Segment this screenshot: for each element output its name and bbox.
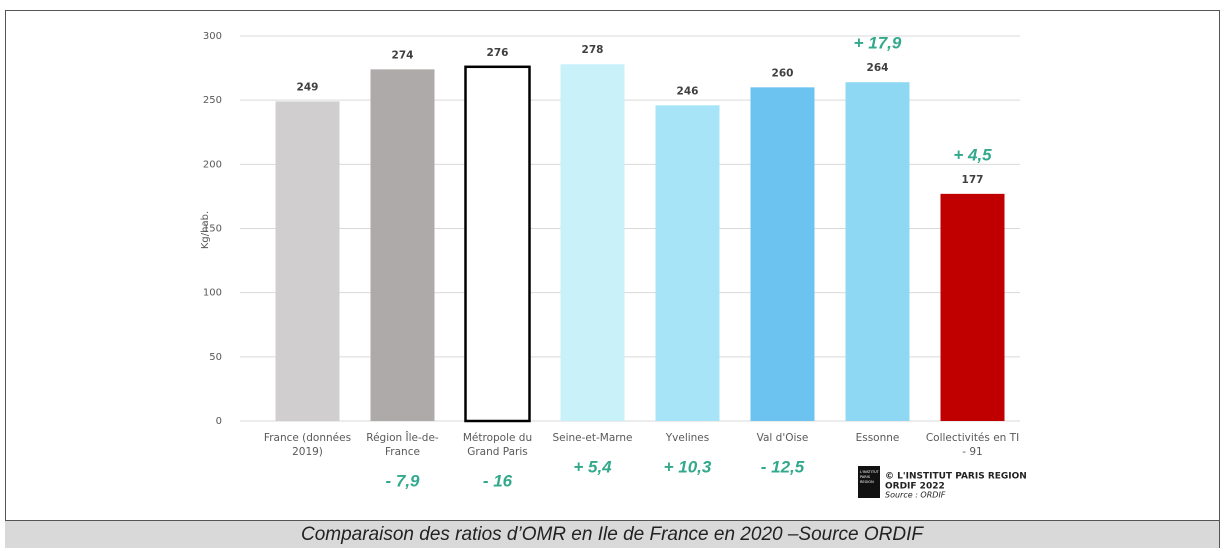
- logo-text: L'INSTITUT PARIS REGION: [860, 470, 879, 484]
- variation-label: - 16: [483, 471, 513, 490]
- bar: [560, 64, 625, 421]
- y-tick-label: 200: [203, 159, 222, 170]
- value-label: 177: [962, 174, 984, 186]
- y-axis-label: Kg/hab.: [200, 211, 211, 249]
- caption: Comparaison des ratios d’OMR en Ile de F…: [5, 520, 1219, 548]
- logo-text-box: L'INSTITUT PARIS REGION: [860, 470, 879, 484]
- value-label: 264: [867, 62, 889, 74]
- value-label: 260: [772, 67, 794, 79]
- x-tick-label: Collectivités en TI - 91: [925, 432, 1020, 458]
- bar: [845, 82, 910, 421]
- y-tick-label: 250: [203, 95, 222, 106]
- bar: [464, 65, 531, 423]
- variation-label: + 5,4: [573, 457, 612, 476]
- bar: [940, 193, 1005, 421]
- variation-label: + 17,9: [854, 34, 902, 53]
- variation-label: + 4,5: [953, 145, 992, 164]
- bar: [275, 101, 340, 421]
- logo: [858, 466, 880, 498]
- x-tick-label: France (données 2019): [263, 432, 352, 458]
- x-tick-label: Seine-et-Marne: [552, 432, 633, 444]
- credit: ORDIF 2022: [885, 482, 945, 492]
- x-tick-label: Essonne: [855, 432, 900, 444]
- value-label: 246: [677, 85, 699, 97]
- value-label: 249: [297, 81, 319, 93]
- y-tick-label: 150: [203, 224, 222, 235]
- x-tick-label: Métropole du Grand Paris: [462, 432, 533, 458]
- x-tick-label: Val d'Oise: [756, 432, 809, 444]
- y-tick-label: 0: [216, 416, 222, 427]
- y-tick-label: 50: [209, 352, 222, 363]
- x-tick-label: Yvelines: [665, 432, 710, 444]
- variation-label: - 12,5: [761, 457, 805, 476]
- y-tick-label: 300: [203, 31, 222, 42]
- value-label: 274: [392, 49, 414, 61]
- bar: [655, 105, 720, 422]
- credit: Source : ORDIF: [885, 491, 946, 500]
- credit: © L'INSTITUT PARIS REGION: [885, 472, 1027, 482]
- y-tick-label: 100: [203, 288, 222, 299]
- value-label: 278: [582, 44, 604, 56]
- value-label: 276: [487, 47, 509, 59]
- variation-label: - 7,9: [385, 471, 420, 490]
- bar: [370, 69, 435, 421]
- bar: [750, 87, 815, 421]
- variation-label: + 10,3: [664, 457, 712, 476]
- x-tick-label: Région Île-de-France: [366, 432, 439, 458]
